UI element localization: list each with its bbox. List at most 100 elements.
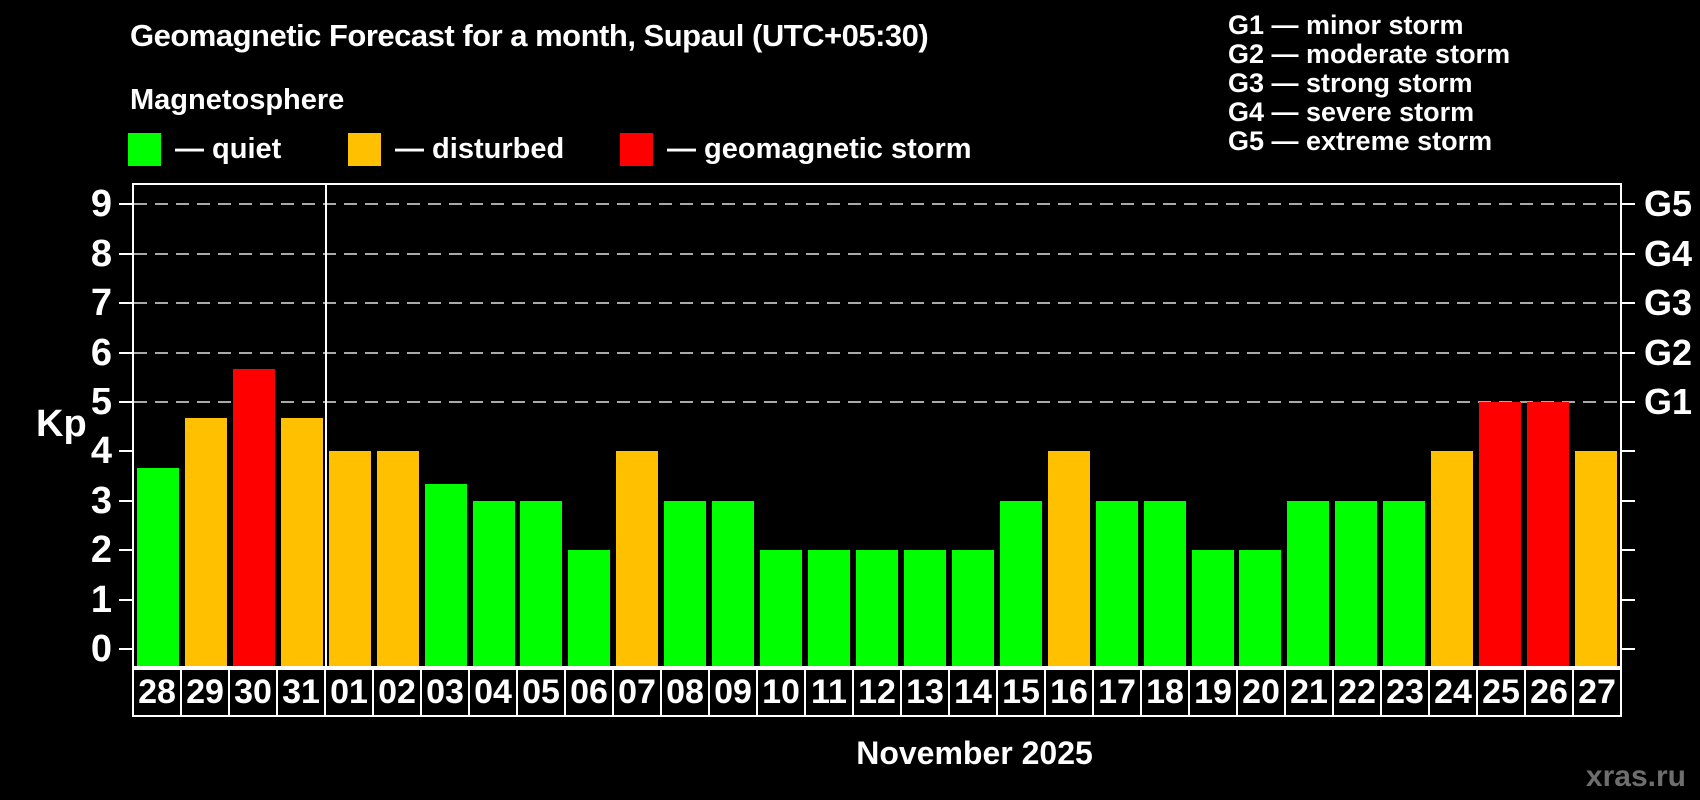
- y-tick-3: [119, 499, 133, 502]
- date-cell-25: 25: [1476, 670, 1524, 715]
- kp-bar-04: [472, 500, 515, 666]
- kp-bar-03: [424, 484, 467, 666]
- plot-area: [132, 183, 1622, 668]
- date-cell-01: 01: [324, 670, 372, 715]
- legend-label-storm: — geomagnetic storm: [667, 132, 972, 165]
- date-cell-10: 10: [756, 670, 804, 715]
- kp-bar-23: [1383, 500, 1426, 666]
- g-tick-label-G1: G1: [1644, 381, 1693, 422]
- date-cell-06: 06: [564, 670, 612, 715]
- plot-inner: [134, 185, 1620, 666]
- y-tick-4: [119, 450, 133, 453]
- y-tick-7: [119, 302, 133, 305]
- kp-bar-10: [760, 550, 803, 666]
- kp-bar-28: [136, 467, 179, 666]
- disturbed-swatch-icon: [348, 132, 381, 166]
- y-tick-label-1: 1: [90, 578, 112, 621]
- date-cell-15: 15: [996, 670, 1044, 715]
- date-cell-17: 17: [1092, 670, 1140, 715]
- g-tick-label-G5: G5: [1644, 183, 1693, 225]
- g-tick-label-G4: G4: [1644, 232, 1693, 274]
- gridline-kp5: [134, 401, 1620, 403]
- date-cell-23: 23: [1380, 670, 1428, 715]
- y-tick-label-6: 6: [90, 331, 112, 374]
- kp-axis-title: Kp: [36, 403, 87, 445]
- quiet-swatch-icon: [128, 132, 161, 166]
- date-cell-20: 20: [1236, 670, 1284, 715]
- kp-bar-15: [999, 500, 1042, 666]
- kp-bar-01: [328, 451, 371, 666]
- date-cell-07: 07: [612, 670, 660, 715]
- y-tick-0: [119, 648, 133, 650]
- date-cell-27: 27: [1572, 670, 1620, 715]
- gridline-kp7: [134, 302, 1620, 305]
- g-scale-legend: G1 — minor storm G2 — moderate storm G3 — …: [1228, 11, 1510, 156]
- kp-bar-11: [808, 550, 851, 666]
- g-legend-line-5: G5 — extreme storm: [1228, 126, 1493, 156]
- right-tick-1: [1621, 598, 1635, 601]
- kp-bar-29: [184, 418, 227, 666]
- kp-bar-19: [1191, 550, 1234, 666]
- watermark-xras: xras.ru: [1585, 760, 1686, 793]
- y-tick-1: [119, 598, 133, 601]
- kp-bar-27: [1575, 451, 1618, 666]
- date-axis: 28 29 30 31 01 02 03 04 05 06 07 08 09 10 11 12 13 14 15 16…: [132, 668, 1622, 717]
- g-tick-label-G3: G3: [1644, 282, 1693, 324]
- y-tick-8: [119, 252, 133, 255]
- date-cell-26: 26: [1524, 670, 1572, 715]
- date-cell-24: 24: [1428, 670, 1476, 715]
- date-cell-09: 09: [708, 670, 756, 715]
- right-tick-0: [1621, 648, 1635, 650]
- date-cell-04: 04: [468, 670, 516, 715]
- right-tick-5: [1621, 401, 1635, 403]
- y-tick-6: [119, 351, 133, 354]
- date-cell-16: 16: [1044, 670, 1092, 715]
- date-cell-03: 03: [420, 670, 468, 715]
- right-tick-9: [1621, 203, 1635, 206]
- kp-bar-14: [951, 550, 994, 666]
- right-tick-4: [1621, 450, 1635, 453]
- g-legend-line-1: G1 — minor storm: [1228, 10, 1464, 40]
- kp-bar-05: [520, 500, 563, 666]
- kp-bar-30: [232, 368, 275, 666]
- y-tick-2: [119, 549, 133, 552]
- y-tick-label-3: 3: [90, 479, 112, 522]
- kp-bar-13: [903, 550, 946, 666]
- right-tick-6: [1621, 351, 1635, 354]
- gridline-kp9: [134, 203, 1620, 206]
- y-tick-9: [119, 203, 133, 206]
- kp-bar-06: [568, 550, 611, 666]
- g-legend-line-3: G3 — strong storm: [1228, 68, 1473, 98]
- month-label: November 2025: [856, 735, 1093, 771]
- right-tick-7: [1621, 302, 1635, 305]
- kp-bar-20: [1239, 550, 1282, 666]
- y-tick-label-8: 8: [90, 232, 112, 275]
- legend-label-disturbed: — disturbed: [395, 132, 565, 165]
- y-tick-5: [119, 401, 133, 403]
- kp-bar-09: [712, 500, 755, 666]
- legend-label-quiet: — quiet: [175, 132, 282, 165]
- legend-item-quiet: — quiet: [128, 131, 281, 167]
- date-cell-08: 08: [660, 670, 708, 715]
- legend-item-disturbed: — disturbed: [348, 131, 564, 167]
- kp-bar-02: [376, 451, 419, 666]
- date-cell-18: 18: [1140, 670, 1188, 715]
- g-legend-line-4: G4 — severe storm: [1228, 97, 1475, 127]
- date-cell-12: 12: [852, 670, 900, 715]
- date-cell-30: 30: [228, 670, 276, 715]
- date-cell-14: 14: [948, 670, 996, 715]
- right-tick-2: [1621, 549, 1635, 552]
- y-tick-label-2: 2: [90, 529, 112, 572]
- y-tick-label-9: 9: [90, 183, 112, 226]
- kp-bar-24: [1431, 451, 1474, 666]
- kp-bar-31: [280, 418, 323, 666]
- kp-bar-16: [1047, 451, 1090, 666]
- legend-item-storm: — geomagnetic storm: [620, 131, 972, 167]
- kp-bar-25: [1479, 402, 1522, 666]
- date-cell-11: 11: [804, 670, 852, 715]
- kp-bar-22: [1335, 500, 1378, 666]
- magnetosphere-label: Magnetosphere: [130, 84, 345, 116]
- y-tick-label-7: 7: [90, 282, 112, 325]
- date-cell-21: 21: [1284, 670, 1332, 715]
- kp-bar-17: [1095, 500, 1138, 666]
